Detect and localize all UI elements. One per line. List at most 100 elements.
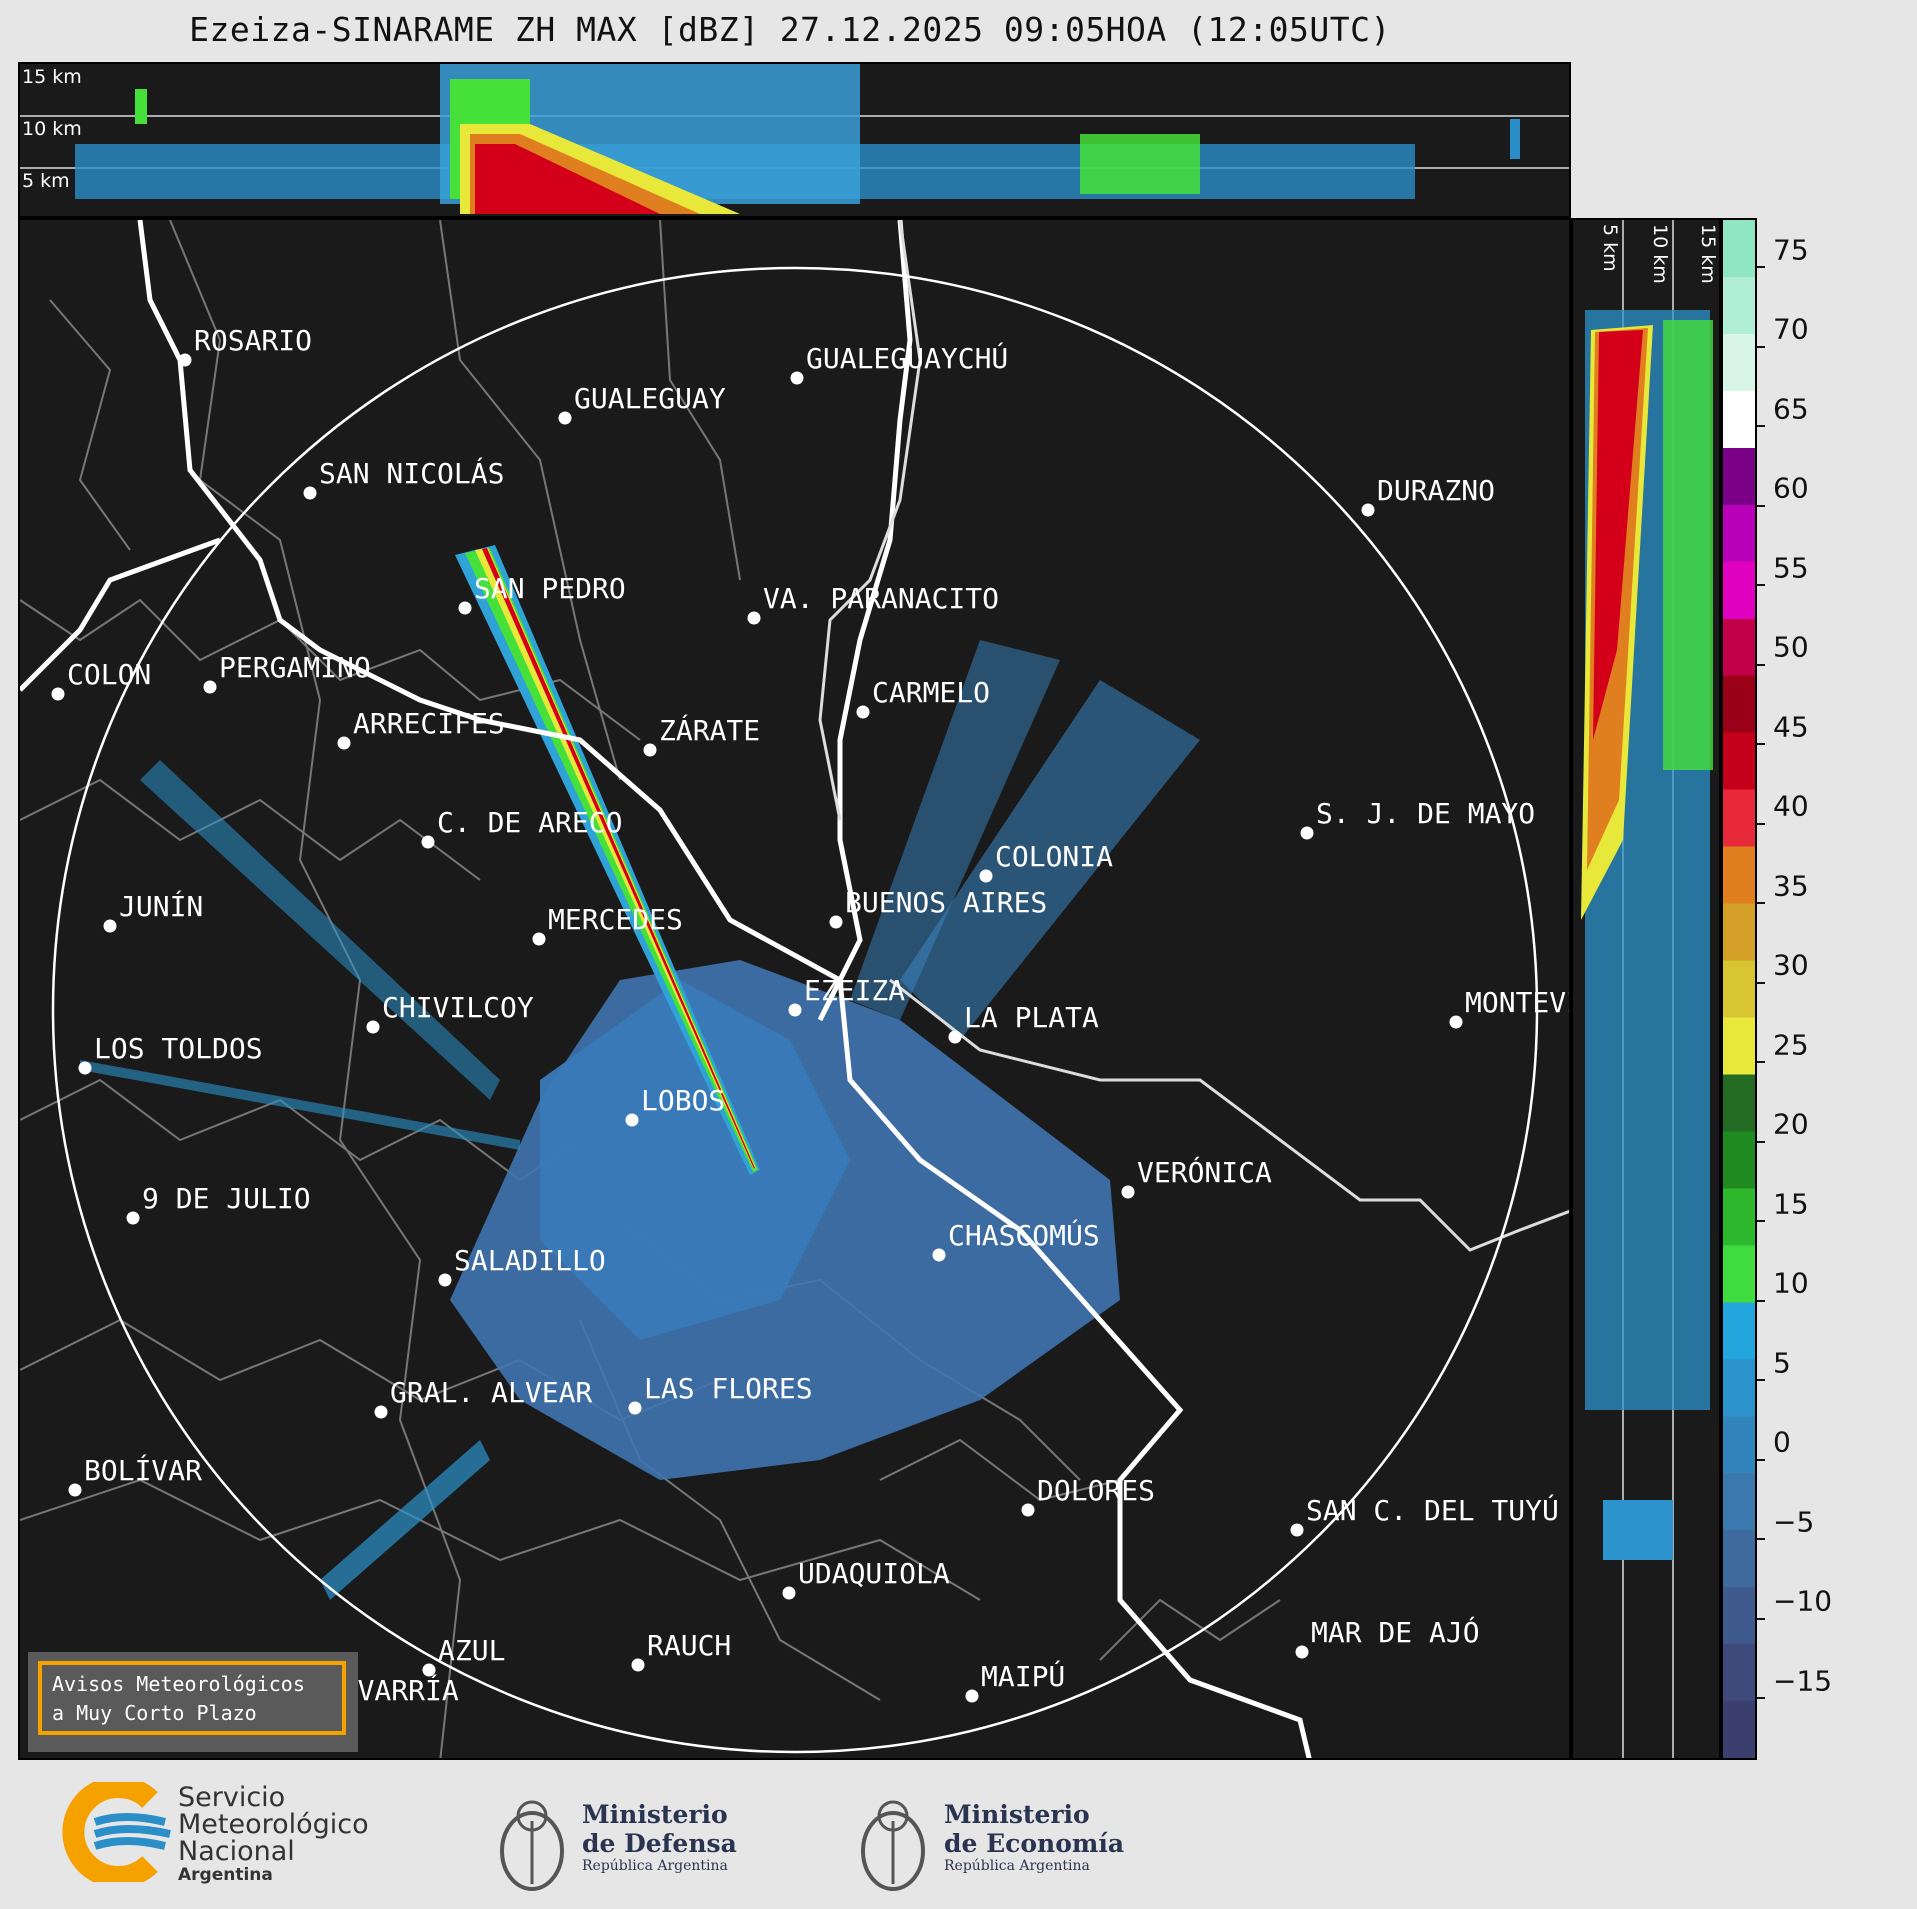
economia-logo-line-3: República Argentina xyxy=(944,1858,1090,1874)
rivers xyxy=(818,220,1569,1252)
city-dot xyxy=(558,411,572,425)
smn-logo-line-3: Nacional xyxy=(178,1836,295,1867)
city-label: SAN PEDRO xyxy=(474,572,626,605)
city-label: CHIVILCOY xyxy=(382,991,534,1024)
city-dot xyxy=(948,1030,962,1044)
colorbar-tick: 5 xyxy=(1757,1346,1791,1396)
city-dot xyxy=(421,835,435,849)
city-pergamino: PERGAMINO xyxy=(203,651,371,694)
city-label: VA. PARANACITO xyxy=(763,582,999,615)
city-label: MAIPÚ xyxy=(981,1659,1065,1693)
colorbar-tick-label: 70 xyxy=(1773,312,1809,346)
defensa-seal-icon xyxy=(500,1800,564,1891)
city-label: CARMELO xyxy=(872,676,990,709)
city-la-plata: LA PLATA xyxy=(948,1001,1099,1044)
city-gral-alvear: GRAL. ALVEAR xyxy=(374,1376,592,1419)
city-label: 9 DE JULIO xyxy=(142,1182,311,1215)
economia-seal-icon xyxy=(861,1800,925,1891)
city-saladillo: SALADILLO xyxy=(438,1244,606,1287)
city-dot xyxy=(1300,826,1314,840)
colorbar-tick: 20 xyxy=(1757,1108,1809,1157)
city-label: RAUCH xyxy=(647,1629,731,1662)
city-markers: ROSARIO GUALEGUAYCHÚ GUALEGUAY SAN NICOLÁS D… xyxy=(51,324,1571,1717)
defensa-logo-line-2: de Defensa xyxy=(582,1829,737,1858)
city-dot xyxy=(303,486,317,500)
colorbar-tick: 45 xyxy=(1757,710,1809,760)
city-dot xyxy=(932,1248,946,1262)
city-dot xyxy=(1121,1185,1135,1199)
city-label: MERCEDES xyxy=(548,903,683,936)
colorbar-tick: 70 xyxy=(1757,313,1809,362)
colorbar-tick-label: 75 xyxy=(1773,233,1809,267)
city-colonia: COLONIA xyxy=(979,840,1113,883)
city-mercedes: MERCEDES xyxy=(532,903,683,946)
colorbar-tick-label: 10 xyxy=(1773,1266,1809,1300)
height-label-10km: 10 km xyxy=(22,118,82,140)
avisos-line-2: a Muy Corto Plazo xyxy=(52,1701,257,1725)
colorbar-tick-label: 55 xyxy=(1773,551,1809,585)
city-dot xyxy=(965,1689,979,1703)
city-arrecifes: ARRECIFES xyxy=(337,707,505,750)
colorbar-tick-label: −5 xyxy=(1773,1505,1815,1539)
city-label: EZEIZA xyxy=(804,974,905,1007)
side-height-profile-panel: 5 km 10 km 15 km xyxy=(1571,218,1721,1760)
city-label: LAS FLORES xyxy=(644,1372,813,1405)
side-height-label-15km: 15 km xyxy=(1697,224,1719,284)
city-label: GRAL. ALVEAR xyxy=(390,1376,592,1409)
radar-map: ROSARIO GUALEGUAYCHÚ GUALEGUAY SAN NICOLÁS D… xyxy=(20,220,1571,1758)
city-label: SAN C. DEL TUYÚ xyxy=(1306,1493,1559,1527)
map-title: Ezeiza-SINARAME ZH MAX [dBZ] 27.12.2025 … xyxy=(189,10,1391,49)
colorbar-tick: 75 xyxy=(1757,233,1809,283)
city-dot xyxy=(126,1211,140,1225)
city-maip-: MAIPÚ xyxy=(965,1659,1065,1703)
city-label: MONTEVIDEO xyxy=(1465,986,1571,1019)
city-label: ZÁRATE xyxy=(659,713,760,747)
city-dolores: DOLORES xyxy=(1021,1474,1155,1517)
city-los-toldos: LOS TOLDOS xyxy=(78,1032,263,1075)
colorbar-tick-label: −15 xyxy=(1773,1664,1833,1697)
city-chascom-s: CHASCOMÚS xyxy=(932,1218,1100,1262)
colorbar-tick: 10 xyxy=(1757,1267,1809,1316)
colorbar-tick-label: 40 xyxy=(1773,789,1809,823)
side-profile-graphic xyxy=(1581,220,1713,1758)
city-label: ARRECIFES xyxy=(353,707,505,740)
city-label: COLONIA xyxy=(995,840,1113,873)
colorbar-tick: 60 xyxy=(1757,472,1809,521)
city-label: VERÓNICA xyxy=(1137,1155,1272,1189)
colorbar-tick-label: 20 xyxy=(1773,1107,1809,1141)
city-label: BUENOS AIRES xyxy=(845,886,1047,919)
city-dot xyxy=(979,869,993,883)
city-dot xyxy=(643,743,657,757)
city-label: JUNÍN xyxy=(119,889,203,923)
defensa-logo-line-3: República Argentina xyxy=(582,1858,728,1874)
colorbar-tick: 15 xyxy=(1757,1187,1809,1237)
city-label: GUALEGUAY xyxy=(574,382,726,415)
city-dot xyxy=(203,680,217,694)
colorbar-tick-label: 5 xyxy=(1773,1346,1791,1380)
city-label: UDAQUIOLA xyxy=(798,1557,950,1590)
city-label: MAR DE AJÓ xyxy=(1311,1615,1480,1649)
city-mar-de-aj-: MAR DE AJÓ xyxy=(1295,1615,1480,1659)
city-label: LA PLATA xyxy=(964,1001,1099,1034)
city-ezeiza: EZEIZA xyxy=(788,974,905,1017)
city-label: LOS TOLDOS xyxy=(94,1032,263,1065)
city-dot xyxy=(788,1003,802,1017)
city-label: DURAZNO xyxy=(1377,474,1495,507)
colorbar-tick: 30 xyxy=(1757,949,1809,998)
city-z-rate: ZÁRATE xyxy=(643,713,760,757)
city-ver-nica: VERÓNICA xyxy=(1121,1155,1272,1199)
city-label: GUALEGUAYCHÚ xyxy=(806,341,1008,375)
city-dot xyxy=(422,1663,436,1677)
colorbar-tick-label: 45 xyxy=(1773,710,1809,744)
smn-logo-line-1: Servicio xyxy=(178,1782,286,1813)
city-rauch: RAUCH xyxy=(631,1629,731,1672)
city-durazno: DURAZNO xyxy=(1361,474,1495,517)
city-label: LOBOS xyxy=(641,1084,725,1117)
city-udaquiola: UDAQUIOLA xyxy=(782,1557,950,1600)
colorbar-tick-label: 25 xyxy=(1773,1028,1809,1062)
city-san-c-del-tuy-: SAN C. DEL TUYÚ xyxy=(1290,1493,1559,1537)
height-label-15km: 15 km xyxy=(22,66,82,88)
economia-logo-line-2: de Economía xyxy=(944,1829,1125,1858)
city-buenos-aires: BUENOS AIRES xyxy=(829,886,1047,929)
dbz-colorbar xyxy=(1721,218,1757,1760)
